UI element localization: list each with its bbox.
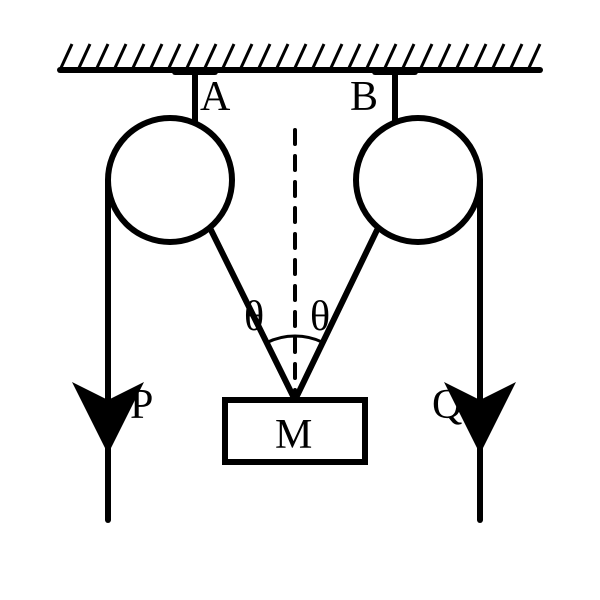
label-p: P bbox=[130, 382, 153, 428]
label-q: Q bbox=[432, 382, 462, 428]
pulley-b bbox=[356, 118, 480, 242]
pulley-a bbox=[108, 118, 232, 242]
label-theta-left: θ bbox=[244, 294, 264, 340]
label-theta-right: θ bbox=[310, 294, 330, 340]
ceiling-hatching bbox=[60, 44, 540, 70]
label-m: M bbox=[275, 412, 312, 458]
label-b: B bbox=[350, 74, 378, 120]
label-a: A bbox=[200, 74, 231, 120]
angle-arc-left bbox=[267, 336, 295, 343]
rope-b-to-mass bbox=[295, 228, 378, 400]
pulley-diagram: A B P Q M θ θ bbox=[0, 0, 600, 600]
